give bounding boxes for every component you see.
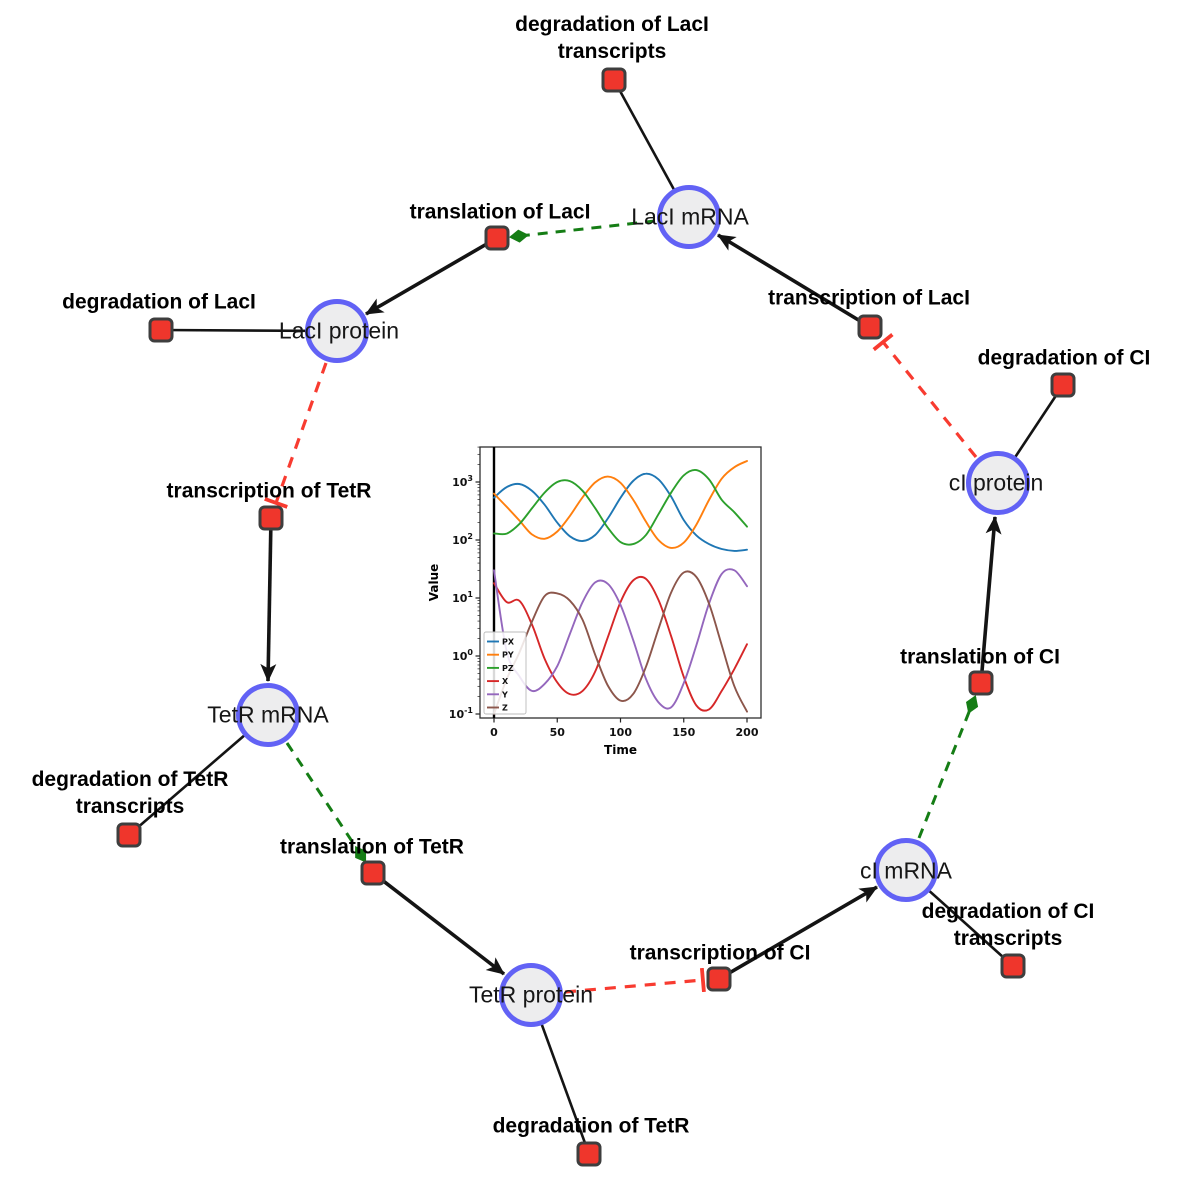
x-tick-label: 100 [609,726,632,739]
reaction-label-line: degradation of CI [921,900,1095,923]
reaction-label-translation-of-tetr: translation of TetR [280,834,464,861]
inset-chart: 0 50 100 150 20010310210110010-1TimeValuePXP… [428,434,774,770]
species-label-tetr-mrna: TetR mRNA [207,701,329,728]
edge-transcription-tetr-to-tetr-mrna [260,517,277,682]
reaction-label-line: transcription of LacI [768,286,970,310]
legend-label-PY: PY [502,651,514,660]
reaction-label-translation-of-laci: translation of LacI [410,199,591,226]
x-tick-label: 0 [490,726,498,739]
reaction-node-degradation-of-tetr [576,1141,602,1167]
legend-label-Y: Y [501,690,508,699]
edge-tetr-protein-inhibits-transcription-ci [564,967,706,994]
species-label-ci-mrna: cI mRNA [860,857,952,884]
edge-tetr-mrna-modifies-translation [285,742,367,863]
edge-translation-laci-to-laci-protein [365,236,498,316]
series-line-PZ [493,469,748,546]
x-axis-title: Time [604,743,637,757]
reaction-node-translation-of-tetr [360,860,386,886]
reaction-label-line: transcripts [953,927,1063,950]
edge-ci-mrna-modifies-translation [917,695,979,839]
x-tick-label: 150 [672,726,695,739]
reaction-label-line: translation of LacI [409,200,591,224]
reaction-label-line: translation of CI [900,645,1060,669]
reaction-label-transcription-of-tetr: transcription of TetR [167,478,372,505]
reaction-node-transcription-of-tetr [258,505,284,531]
species-label-ci-protein: cI protein [948,469,1044,496]
edge-laci-protein-inhibits-transcription-tetr [264,362,328,509]
species-node-laci-mrna [657,185,721,249]
reaction-label-degradation-of-laci-transcripts: degradation of LacI transcripts [515,11,709,65]
reaction-label-line: translation of TetR [280,835,464,859]
reaction-label-degradation-of-ci: degradation of CI [978,345,1151,372]
reaction-label-line: transcription of TetR [166,479,372,503]
series-line-PY [493,460,748,549]
edge-translation-ci-to-ci-protein [979,516,1002,684]
legend-label-PX: PX [502,638,515,647]
series-line-Z [493,570,748,715]
species-label-laci-mrna: LacI mRNA [631,203,749,230]
reaction-label-line: transcripts [75,795,185,818]
edge-laci-mrna-modifies-translation [509,219,656,243]
species-node-ci-protein [966,451,1030,515]
species-node-tetr-mrna [236,683,300,747]
edge-translation-tetr-to-tetr-protein [371,871,506,976]
species-node-laci-protein [305,299,369,363]
reaction-label-translation-of-ci: translation of CI [900,644,1060,671]
reaction-label-line: degradation of TetR [31,768,229,791]
reaction-label-line: degradation of TetR [492,1114,690,1138]
reaction-label-line: transcription of CI [629,941,811,965]
x-tick-label: 200 [736,726,759,739]
reaction-node-transcription-of-ci [706,966,732,992]
reaction-label-line: degradation of LacI [515,13,709,36]
reaction-node-degradation-of-laci-transcripts [601,67,627,93]
reaction-label-line: transcripts [557,40,667,63]
reaction-label-degradation-of-tetr-transcripts: degradation of TetR transcripts [32,766,229,820]
reaction-node-degradation-of-ci [1050,372,1076,398]
series-line-PX [493,472,748,552]
reaction-label-line: degradation of LacI [62,290,256,314]
reaction-label-transcription-of-ci: transcription of CI [630,940,811,967]
edge-transcription-laci-to-laci-mrna [717,233,871,329]
legend-label-X: X [502,677,509,686]
reaction-label-degradation-of-laci: degradation of LacI [62,289,256,316]
species-node-tetr-protein [499,963,563,1027]
series-line-X [493,575,748,712]
species-label-laci-protein: LacI protein [278,317,400,344]
reaction-label-degradation-of-tetr: degradation of TetR [493,1113,690,1140]
y-axis-title: Value [428,564,441,602]
legend-label-Z: Z [502,704,508,713]
reaction-label-transcription-of-laci: transcription of LacI [768,285,970,312]
reaction-label-degradation-of-ci-transcripts: degradation of CI transcripts [922,898,1095,952]
legend-label-PZ: PZ [502,664,514,673]
edge-ci-protein-inhibits-transcription-laci [872,333,978,459]
reaction-node-degradation-of-ci-transcripts [1000,953,1026,979]
reaction-node-translation-of-ci [968,670,994,696]
x-tick-label: 50 [550,726,566,739]
reaction-node-degradation-of-tetr-transcripts [116,822,142,848]
series-line-Y [493,568,748,710]
reaction-node-degradation-of-laci [148,317,174,343]
species-label-tetr-protein: TetR protein [468,981,594,1008]
reaction-node-transcription-of-laci [857,314,883,340]
species-node-ci-mrna [874,838,938,902]
reaction-label-line: degradation of CI [977,346,1151,370]
edge-transcription-ci-to-ci-mrna [718,885,878,981]
reaction-node-translation-of-laci [484,225,510,251]
